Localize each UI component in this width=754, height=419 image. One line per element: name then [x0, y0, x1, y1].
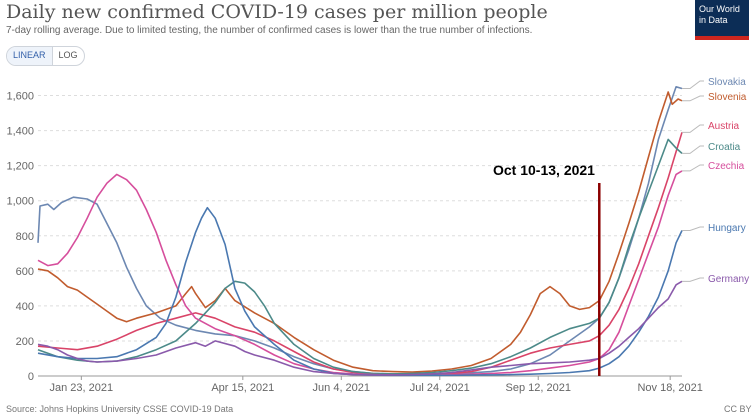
y-tick-label: 0 — [28, 371, 34, 383]
legend-label-croatia[interactable]: Croatia — [708, 142, 741, 153]
y-tick-label: 1,600 — [6, 91, 34, 103]
legend-connector — [682, 145, 704, 154]
log-scale-button[interactable]: LOG — [58, 50, 78, 60]
legend-connector — [682, 124, 704, 133]
legend-label-germany[interactable]: Germany — [708, 274, 749, 285]
y-tick-label: 1,400 — [6, 126, 34, 138]
license-label[interactable]: CC BY — [724, 404, 752, 414]
chart-title: Daily new confirmed COVID-19 cases per m… — [6, 1, 548, 23]
y-tick-label: 1,000 — [6, 196, 34, 208]
annotation-label: Oct 10-13, 2021 — [493, 162, 595, 178]
legend-connector — [682, 80, 704, 90]
legend-label-hungary[interactable]: Hungary — [708, 223, 746, 234]
y-tick-label: 400 — [16, 301, 34, 313]
chart-subtitle: 7-day rolling average. Due to limited te… — [6, 25, 533, 36]
y-tick-label: 1,200 — [6, 161, 34, 173]
y-tick-label: 200 — [16, 336, 34, 348]
legend-label-slovakia[interactable]: Slovakia — [708, 77, 746, 88]
x-tick-label: Sep 12, 2021 — [506, 382, 571, 394]
legend-label-czechia[interactable]: Czechia — [708, 161, 745, 172]
series-line-germany[interactable] — [37, 280, 683, 376]
x-tick-label: Jul 24, 2021 — [410, 382, 470, 394]
x-tick-label: Apr 15, 2021 — [211, 382, 274, 394]
series-line-croatia[interactable] — [37, 138, 683, 375]
scale-toggle: LINEAR LOG — [6, 46, 85, 66]
y-tick-label: 600 — [16, 266, 34, 278]
linear-scale-button[interactable]: LINEAR — [7, 47, 53, 65]
legend-label-slovenia[interactable]: Slovenia — [708, 92, 747, 103]
legend-connector — [682, 226, 704, 232]
series-line-slovenia[interactable] — [37, 91, 683, 373]
x-tick-label: Jun 4, 2021 — [313, 382, 371, 394]
series-line-hungary[interactable] — [37, 206, 683, 377]
legend-connector — [682, 277, 704, 282]
series-line-czechia[interactable] — [37, 170, 683, 376]
x-tick-label: Jan 23, 2021 — [50, 382, 114, 394]
x-tick-label: Nov 18, 2021 — [637, 382, 702, 394]
legend-connector — [682, 164, 704, 172]
logo-line-1: Our World — [699, 4, 740, 14]
legend-label-austria[interactable]: Austria — [708, 121, 740, 132]
source-note[interactable]: Source: Johns Hopkins University CSSE CO… — [6, 404, 234, 414]
y-tick-label: 800 — [16, 231, 34, 243]
logo-accent-bar — [695, 36, 749, 40]
legend-connector — [682, 95, 704, 102]
logo-line-2: in Data — [699, 15, 728, 25]
owid-logo[interactable]: Our World in Data — [695, 0, 749, 40]
